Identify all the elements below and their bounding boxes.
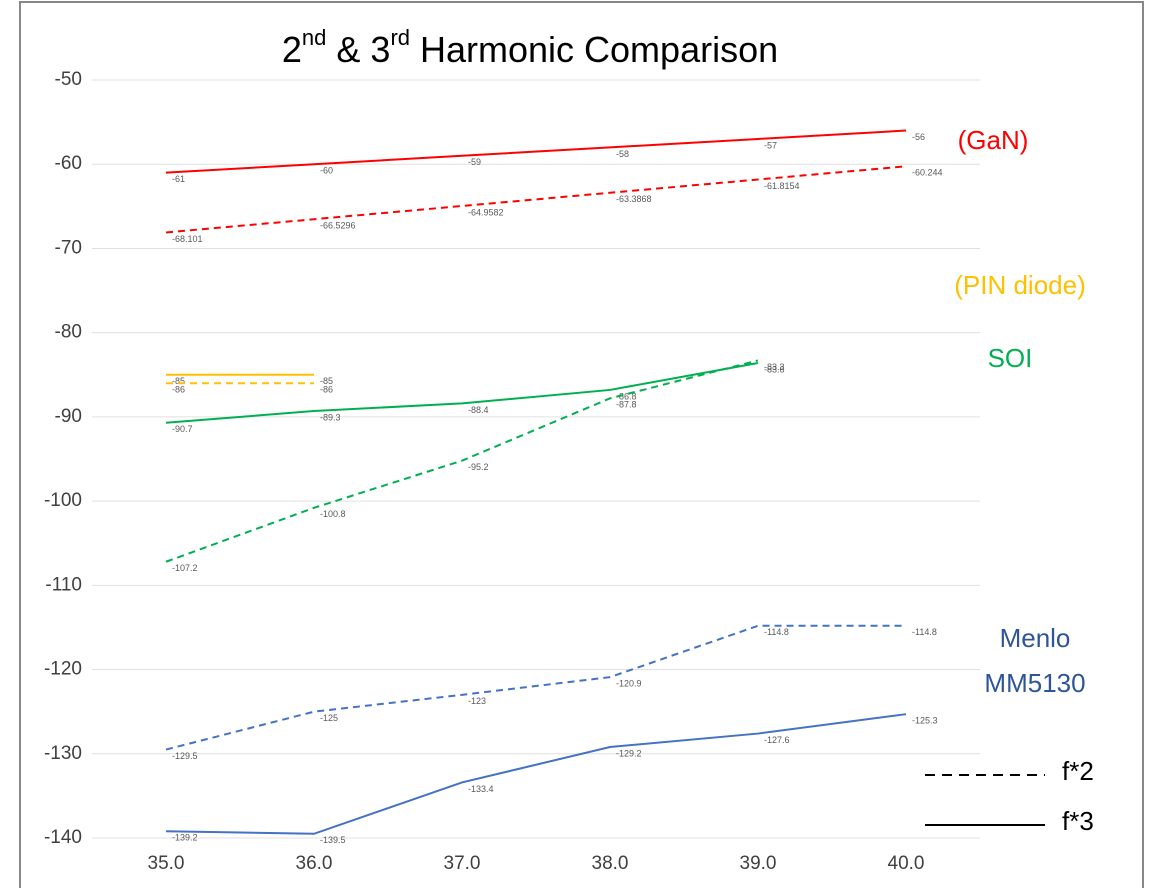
data-label: -60.244 [912,168,943,178]
title-part: rd [390,25,410,50]
data-label: -64.9582 [468,207,504,217]
title-part: 2 [282,29,302,70]
data-label: -127.6 [764,735,790,745]
data-label: -61 [172,174,185,184]
series-line [165,713,907,835]
legend-label: f*2 [1062,756,1094,786]
data-label: -125 [320,713,338,723]
data-label: -59 [468,157,481,167]
data-label: -68.101 [172,234,203,244]
series-line [165,359,759,563]
annotation: MM5130 [984,668,1085,698]
title-part: & 3 [326,29,390,70]
data-label: -86 [172,385,185,395]
data-label: -114.8 [912,627,937,637]
y-tick-label: -60 [55,153,82,174]
y-tick-label: -100 [44,490,82,511]
data-label: -120.9 [616,679,642,689]
data-label: -61.8154 [764,181,800,191]
data-label: -88.4 [468,405,489,415]
title-part: Harmonic Comparison [410,29,778,70]
data-label: -83.6 [764,364,785,374]
data-label: -123 [468,696,486,706]
data-label: -60 [320,166,333,176]
y-tick-label: -110 [45,574,82,595]
y-tick-label: -70 [55,237,82,258]
title-part: nd [302,25,326,50]
data-label: -107.2 [172,563,198,573]
data-label: -56 [912,132,925,142]
x-tick-label: 37.0 [444,853,481,874]
data-label: -114.8 [764,627,789,637]
data-label: -83.3 [764,362,785,372]
annotation: (PIN diode) [954,270,1086,300]
legend-label: f*3 [1062,806,1094,836]
y-tick-label: -50 [55,69,82,90]
x-tick-label: 36.0 [296,853,333,874]
series-line [165,624,906,751]
data-label: -57 [764,140,777,150]
data-label: -100.8 [320,509,346,519]
y-tick-label: -130 [44,743,82,764]
series-line [165,165,907,234]
x-tick-label: 35.0 [148,853,185,874]
data-label: -129.2 [616,748,642,758]
series-line [165,362,759,424]
y-tick-label: -90 [55,406,82,427]
y-tick-label: -140 [44,827,82,848]
data-label: -139.2 [172,833,198,843]
data-label: -86.8 [616,391,637,401]
annotation: Menlo [1000,623,1071,653]
x-tick-label: 40.0 [888,853,925,874]
data-label: -86 [320,385,333,395]
data-label: -125.3 [912,716,938,726]
y-tick-label: -120 [44,659,82,680]
data-label: -85 [320,376,333,386]
data-label: -63.3868 [616,194,652,204]
data-label: -90.7 [172,424,193,434]
data-label: -89.3 [320,412,341,422]
data-label: -66.5296 [320,221,356,231]
data-label: -87.8 [616,400,637,410]
data-label: -133.4 [468,784,494,794]
data-label: -129.5 [172,751,198,761]
y-tick-label: -80 [55,322,82,343]
data-label: -58 [616,149,629,159]
data-label: -85 [172,376,185,386]
annotation: SOI [988,343,1033,373]
data-label: -139.5 [320,835,346,845]
data-label: -95.2 [468,462,489,472]
x-tick-label: 38.0 [592,853,629,874]
chart-title: 2nd & 3rd Harmonic Comparison [282,25,778,69]
x-tick-label: 39.0 [740,853,777,874]
series-line [165,129,907,174]
annotation: (GaN) [958,125,1029,155]
